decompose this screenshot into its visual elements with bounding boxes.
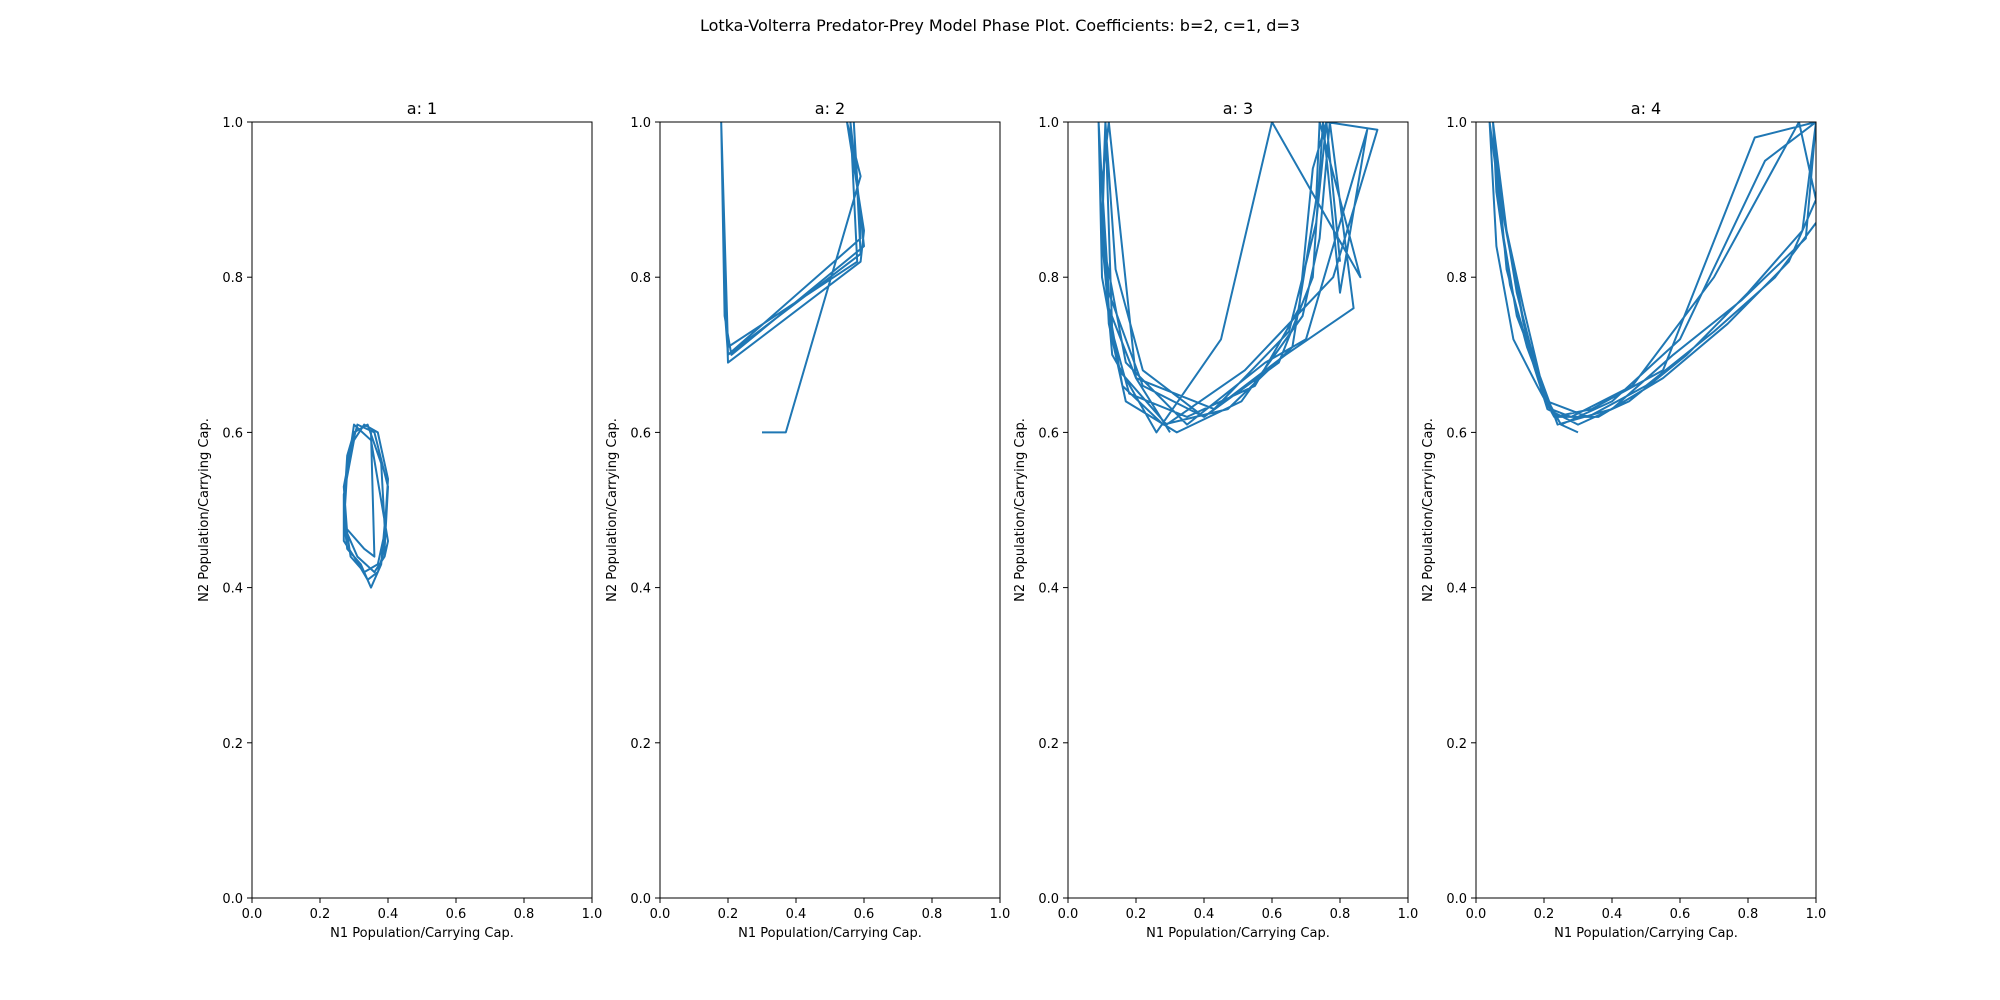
- y-tick-label: 1.0: [1446, 116, 1467, 131]
- x-tick-label: 0.6: [446, 907, 467, 922]
- y-tick-label: 0.4: [1038, 582, 1059, 597]
- trajectory-group: [342, 423, 389, 589]
- axes-frame: [659, 121, 1001, 899]
- subplot-2: 0.0 0.2 0.4 0.6 0.8 1.0 0.0 0.2 0.4 0.6 0.8 1.0 a: 2…: [605, 99, 1010, 941]
- x-axis-label: N1 Population/Carrying Cap.: [1146, 926, 1330, 941]
- x-tick-label: 0.0: [1058, 907, 1079, 922]
- y-tick-label: 0.4: [1446, 582, 1467, 597]
- y-tick-label: 0.0: [222, 892, 243, 907]
- x-tick-label: 0.8: [1330, 907, 1351, 922]
- y-tick-label: 0.8: [222, 271, 243, 286]
- y-tick-label: 0.0: [1038, 892, 1059, 907]
- phase-trajectory-line: [342, 423, 389, 589]
- x-tick-label: 0.6: [1262, 907, 1283, 922]
- x-tick-label: 0.8: [514, 907, 535, 922]
- y-axis-label: N2 Population/Carrying Cap.: [605, 418, 620, 602]
- x-tick-label: 0.0: [1466, 907, 1487, 922]
- y-axis-label: N2 Population/Carrying Cap.: [1421, 418, 1436, 602]
- x-axis-label: N1 Population/Carrying Cap.: [330, 926, 514, 941]
- y-tick-label: 0.2: [630, 737, 651, 752]
- trajectory-group: [1488, 122, 1816, 434]
- y-tick-label: 0.8: [1446, 271, 1467, 286]
- y-tick-label: 0.4: [630, 582, 651, 597]
- x-tick-label: 1.0: [1398, 907, 1419, 922]
- x-tick-label: 1.0: [1806, 907, 1827, 922]
- x-tick-label: 1.0: [582, 907, 603, 922]
- axes-frame: [1475, 121, 1817, 899]
- phase-trajectory-line: [1488, 122, 1816, 434]
- x-tick-label: 0.2: [1534, 907, 1555, 922]
- trajectory-group: [720, 122, 865, 434]
- x-tick-label: 0.8: [922, 907, 943, 922]
- x-axis-label: N1 Population/Carrying Cap.: [1554, 926, 1738, 941]
- y-tick-label: 0.0: [1446, 892, 1467, 907]
- subplot-title: a: 2: [815, 99, 845, 118]
- y-tick-label: 0.4: [222, 582, 243, 597]
- x-tick-label: 0.6: [854, 907, 875, 922]
- axes-frame: [251, 121, 593, 899]
- x-tick-label: 1.0: [990, 907, 1011, 922]
- y-tick-label: 0.2: [222, 737, 243, 752]
- y-tick-label: 0.6: [1038, 426, 1059, 441]
- y-tick-label: 0.6: [222, 426, 243, 441]
- y-tick-label: 1.0: [222, 116, 243, 131]
- x-tick-label: 0.0: [650, 907, 671, 922]
- trajectory-group: [1097, 122, 1379, 434]
- x-tick-label: 0.4: [378, 907, 399, 922]
- subplot-1: 0.0 0.2 0.4 0.6 0.8 1.0 0.0 0.2 0.4 0.6 0.8 1.0 a: 1…: [197, 99, 602, 941]
- x-tick-label: 0.4: [1602, 907, 1623, 922]
- y-tick-label: 0.6: [630, 426, 651, 441]
- y-tick-label: 0.2: [1038, 737, 1059, 752]
- axes-frame: [1067, 121, 1409, 899]
- x-tick-label: 0.8: [1738, 907, 1759, 922]
- x-tick-label: 0.4: [1194, 907, 1215, 922]
- y-tick-label: 0.0: [630, 892, 651, 907]
- phase-trajectory-line: [720, 122, 865, 434]
- x-tick-label: 0.2: [1126, 907, 1147, 922]
- x-tick-label: 0.6: [1670, 907, 1691, 922]
- x-tick-label: 0.2: [310, 907, 331, 922]
- y-tick-label: 1.0: [630, 116, 651, 131]
- figure-suptitle: Lotka-Volterra Predator-Prey Model Phase…: [700, 16, 1300, 35]
- subplot-3: 0.0 0.2 0.4 0.6 0.8 1.0 0.0 0.2 0.4 0.6 0.8 1.0 a: 3…: [1013, 99, 1418, 941]
- x-axis-label: N1 Population/Carrying Cap.: [738, 926, 922, 941]
- x-tick-label: 0.4: [786, 907, 807, 922]
- x-tick-label: 0.0: [242, 907, 263, 922]
- y-axis-label: N2 Population/Carrying Cap.: [197, 418, 212, 602]
- y-axis-label: N2 Population/Carrying Cap.: [1013, 418, 1028, 602]
- y-tick-label: 0.8: [1038, 271, 1059, 286]
- y-tick-label: 0.2: [1446, 737, 1467, 752]
- subplot-title: a: 3: [1223, 99, 1253, 118]
- x-tick-label: 0.2: [718, 907, 739, 922]
- subplot-4: 0.0 0.2 0.4 0.6 0.8 1.0 0.0 0.2 0.4 0.6 0.8 1.0 a: 4…: [1421, 99, 1826, 941]
- subplots-group: 0.0 0.2 0.4 0.6 0.8 1.0 0.0 0.2 0.4 0.6 0.8 1.0 a: 1…: [197, 99, 1826, 941]
- subplot-title: a: 1: [407, 99, 437, 118]
- y-tick-label: 0.8: [630, 271, 651, 286]
- phase-trajectory-line: [1097, 122, 1379, 434]
- y-tick-label: 0.6: [1446, 426, 1467, 441]
- y-tick-label: 1.0: [1038, 116, 1059, 131]
- subplot-title: a: 4: [1631, 99, 1661, 118]
